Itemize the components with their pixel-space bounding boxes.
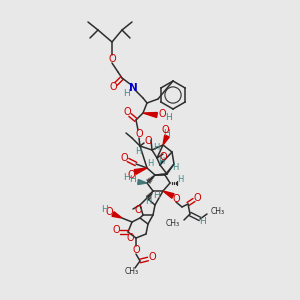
Text: O: O [108, 54, 116, 64]
Text: O: O [132, 245, 140, 255]
Text: O: O [120, 153, 128, 163]
Text: CH₃: CH₃ [166, 218, 180, 227]
Text: CH₃: CH₃ [211, 208, 225, 217]
Text: O: O [193, 193, 201, 203]
Text: H: H [200, 218, 206, 226]
Text: O: O [148, 252, 156, 262]
Text: O: O [123, 107, 131, 117]
Text: N: N [129, 83, 137, 93]
Text: H: H [130, 176, 136, 184]
Text: H: H [124, 173, 130, 182]
Text: O: O [161, 125, 169, 135]
Text: O: O [158, 109, 166, 119]
Text: H: H [177, 176, 183, 184]
Text: H: H [145, 196, 151, 206]
Polygon shape [138, 179, 147, 184]
Text: CH₃: CH₃ [125, 266, 139, 275]
Text: O: O [126, 233, 134, 243]
Text: H: H [123, 88, 129, 98]
Text: O: O [105, 207, 113, 217]
Text: O: O [112, 225, 120, 235]
Text: O: O [134, 205, 142, 215]
Text: H: H [172, 164, 178, 172]
Text: O: O [172, 194, 180, 204]
Text: H: H [135, 148, 141, 157]
Text: H: H [147, 158, 153, 167]
Polygon shape [163, 135, 169, 145]
Text: H: H [158, 158, 164, 166]
Text: H: H [153, 143, 159, 152]
Text: O: O [159, 152, 167, 162]
Text: O: O [144, 136, 152, 146]
Text: H: H [166, 112, 172, 122]
Text: H: H [102, 205, 108, 214]
Polygon shape [163, 191, 174, 198]
Text: O: O [109, 82, 117, 92]
Polygon shape [143, 112, 158, 118]
Text: O: O [135, 129, 143, 139]
Text: H: H [164, 128, 170, 137]
Polygon shape [112, 212, 122, 218]
Text: O: O [127, 170, 135, 180]
Text: H: H [154, 191, 160, 200]
Polygon shape [134, 168, 147, 174]
